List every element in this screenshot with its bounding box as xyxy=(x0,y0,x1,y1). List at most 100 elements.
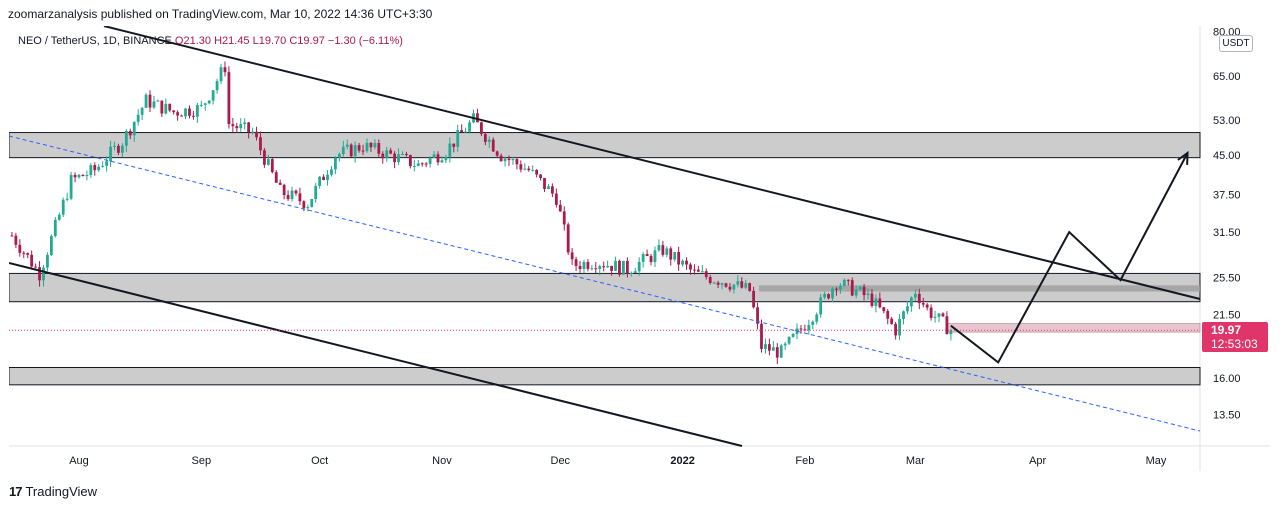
candle xyxy=(405,151,408,157)
candle xyxy=(554,188,558,208)
x-tick-label: May xyxy=(1146,455,1167,467)
candle xyxy=(176,110,180,121)
candle xyxy=(341,140,345,157)
lower-trendline xyxy=(9,262,743,447)
candle xyxy=(160,100,164,118)
tradingview-logo[interactable]: 17 TradingView xyxy=(9,484,97,499)
candle-body xyxy=(925,304,929,308)
candle xyxy=(353,141,357,163)
currency-badge[interactable]: USDT xyxy=(1219,35,1253,52)
candle-body xyxy=(117,145,120,153)
candle xyxy=(432,151,436,159)
candle xyxy=(211,90,215,105)
candle-body xyxy=(866,293,870,296)
candle xyxy=(704,268,708,280)
candle-body xyxy=(913,293,917,298)
candle-body xyxy=(499,155,503,162)
candle-body xyxy=(136,114,140,122)
candle-body xyxy=(330,169,333,175)
candle-body xyxy=(629,272,633,274)
candle xyxy=(787,336,791,345)
candle xyxy=(235,122,239,133)
candle xyxy=(436,151,440,166)
candle-body xyxy=(503,158,507,162)
candle-body xyxy=(436,154,440,163)
candle-body xyxy=(464,131,468,133)
symbol-label[interactable]: NEO / TetherUS, 1D, BINANCE xyxy=(18,35,172,47)
candle-body xyxy=(862,286,866,296)
candle-body xyxy=(361,150,365,152)
candle xyxy=(645,249,649,257)
candle xyxy=(823,291,827,300)
candle-body xyxy=(393,153,397,163)
candle-body xyxy=(483,133,487,142)
candle xyxy=(266,154,270,166)
candle xyxy=(495,150,499,158)
candle-body xyxy=(101,165,105,167)
candle-body xyxy=(929,307,933,318)
candle-body xyxy=(578,265,582,270)
candle xyxy=(144,92,148,108)
candle-body xyxy=(452,143,456,147)
candle xyxy=(148,90,152,113)
candle xyxy=(101,161,105,168)
candle-body xyxy=(590,268,594,270)
candle-body xyxy=(673,252,677,260)
candle-body xyxy=(507,158,511,161)
candle xyxy=(479,121,483,137)
candle-body xyxy=(337,154,341,158)
candle-body xyxy=(669,248,673,260)
candle xyxy=(886,308,890,325)
candle-body xyxy=(511,159,515,161)
candle xyxy=(917,288,921,310)
y-tick-label: 25.50 xyxy=(1213,273,1241,285)
candle xyxy=(602,261,606,272)
candle-body xyxy=(468,122,471,132)
candle xyxy=(795,323,799,340)
candle-body xyxy=(566,224,570,253)
candle-body xyxy=(26,253,30,255)
projection-arrowhead xyxy=(1177,150,1189,165)
candle-body xyxy=(598,266,602,269)
candle xyxy=(231,117,235,132)
x-tick-label: Nov xyxy=(432,455,452,467)
candle-body xyxy=(882,307,886,312)
candle-body xyxy=(724,283,728,287)
candle-body xyxy=(18,244,22,253)
candle-body xyxy=(890,318,894,324)
candle xyxy=(440,156,444,163)
candle-body xyxy=(97,166,101,171)
candle-body xyxy=(294,190,298,194)
price-chart[interactable]: 80.0065.0053.0045.0037.5031.5025.5021.50… xyxy=(9,26,1270,471)
candle xyxy=(941,312,945,318)
candle xyxy=(128,128,132,140)
candle xyxy=(728,283,732,292)
candle xyxy=(898,314,901,341)
candle xyxy=(428,156,432,168)
candle-body xyxy=(266,159,270,165)
candle xyxy=(97,163,101,172)
candle-body xyxy=(128,131,132,136)
y-tick-label: 65.00 xyxy=(1213,71,1241,83)
candle-body xyxy=(831,288,834,299)
candle-body xyxy=(223,67,227,73)
candle-body xyxy=(764,344,767,349)
candle-body xyxy=(211,90,215,101)
candle-body xyxy=(377,143,381,154)
candle xyxy=(89,163,93,178)
candle-body xyxy=(46,254,49,268)
candle-body xyxy=(551,186,554,194)
candle xyxy=(771,340,775,351)
candle xyxy=(77,173,81,179)
price-zone-0 xyxy=(9,132,1201,159)
candle xyxy=(420,162,424,167)
close-value: C19.97 xyxy=(289,35,325,47)
candle-body xyxy=(203,103,207,105)
candle-body xyxy=(752,290,756,308)
candle-body xyxy=(535,169,539,175)
candle-body xyxy=(274,172,278,183)
candle-body xyxy=(168,103,172,111)
candle xyxy=(614,256,617,271)
candle-body xyxy=(570,252,574,260)
zones-layer xyxy=(9,132,1201,386)
